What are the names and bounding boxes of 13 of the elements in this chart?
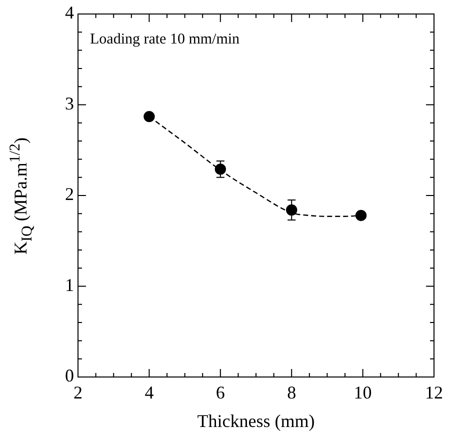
- annotation: Loading rate 10 mm/min: [90, 31, 240, 48]
- y-tick-label: 1: [65, 274, 74, 295]
- y-tick-label: 4: [65, 2, 74, 23]
- y-tick-label: 0: [65, 366, 74, 386]
- y-tick-label: 3: [65, 93, 74, 114]
- x-tick-label: 8: [287, 382, 296, 403]
- x-tick-label: 12: [425, 382, 443, 403]
- x-tick-label: 10: [354, 382, 372, 403]
- point: [144, 110, 155, 122]
- y-tick-label: 2: [65, 184, 74, 204]
- x-tick-label: 6: [216, 382, 225, 403]
- x-axis-title: Thickness (mm): [197, 410, 315, 431]
- x-tick-label: 4: [144, 382, 154, 403]
